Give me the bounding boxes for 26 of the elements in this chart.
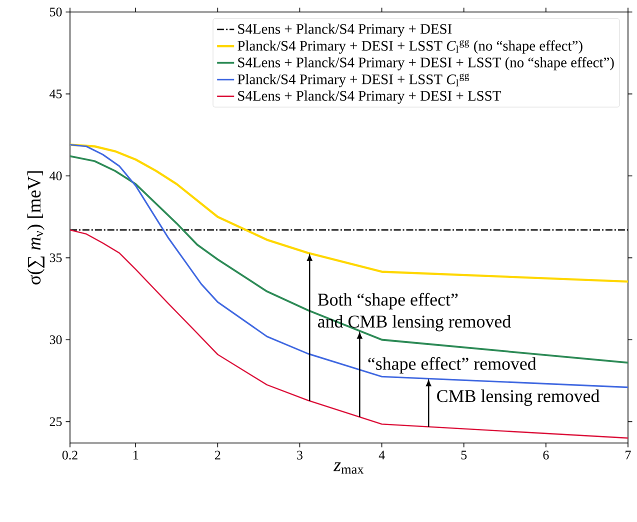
y-tick-label: 45 (50, 90, 62, 98)
y-axis-title: σ(∑ m$_{ν}$) [meV] (27, 171, 44, 284)
x-tick-label: 2 (215, 450, 220, 460)
legend-label: S4Lens + Planck/S4 Primary + DESI (238, 24, 452, 37)
y-tick-label: 30 (50, 335, 62, 344)
x-axis-title: z$_{max}$ (333, 462, 364, 474)
x-tick-label: 7 (626, 450, 631, 460)
y-tick-label: 35 (50, 253, 62, 262)
legend-label: S4Lens + Planck/S4 Primary + DESI + LSST (no “shape effect”) (238, 57, 614, 70)
x-tick-label: 3 (297, 450, 302, 460)
y-tick-label: 40 (50, 172, 62, 180)
line-series (70, 144, 628, 283)
annotation: Both “shape effect” (318, 292, 458, 310)
legend-label: Planck/S4 Primary + DESI + LSST C$_{l}$$^{gg}$ (no “shape effect”) (238, 40, 582, 54)
line-series (70, 229, 628, 439)
legend-label: Planck/S4 Primary + DESI + LSST C$_{l}$gg (238, 74, 470, 88)
y-tick-label: 25 (50, 417, 62, 426)
x-tick-label: 4 (378, 450, 385, 460)
x-tick-label: 0.2 (62, 450, 78, 460)
x-tick-label: 1 (134, 450, 138, 460)
y-tick-label: 50 (50, 8, 62, 16)
annotation: “shape effect” removed (368, 357, 536, 374)
x-tick-label: 6 (543, 450, 549, 460)
x-tick-label: 5 (461, 450, 467, 460)
annotation: CMB lensing removed (437, 390, 600, 406)
legend-label: S4Lens + Planck/S4 Primary + DESI + LSST (238, 90, 501, 104)
